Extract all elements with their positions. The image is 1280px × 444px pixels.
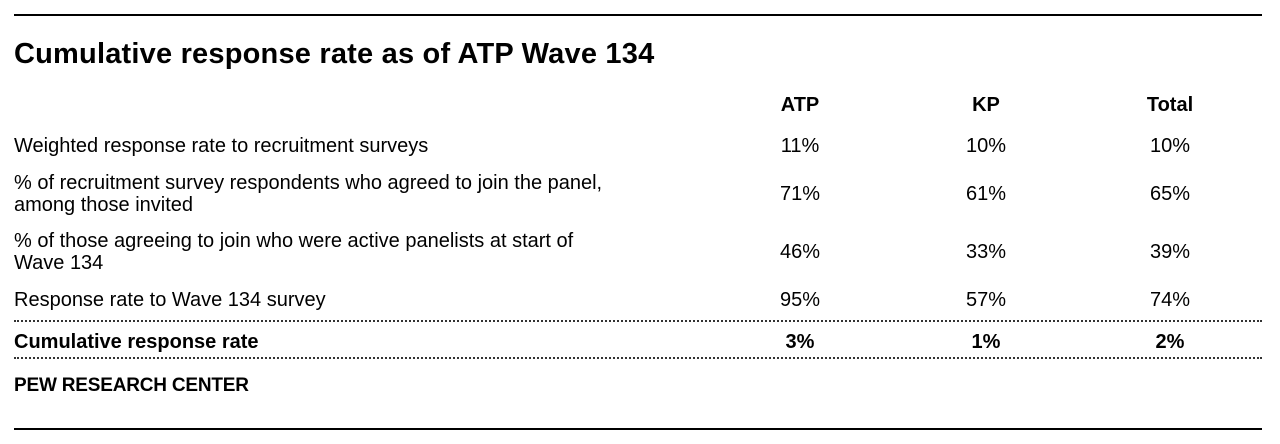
cell-atp: 71% [779, 183, 821, 205]
row-label-line: % of recruitment survey respondents who … [14, 172, 603, 194]
column-header-atp: ATP [780, 94, 820, 116]
cell-atp: 95% [779, 289, 821, 311]
total-cell-total: 2% [1155, 331, 1185, 353]
top-rule [14, 14, 1262, 16]
row-label: Weighted response rate to recruitment su… [14, 135, 714, 157]
total-cell-kp: 1% [971, 331, 1001, 353]
row-label-line: among those invited [14, 194, 194, 216]
bottom-rule [14, 428, 1262, 430]
row-label: % of those agreeing to join who were act… [14, 230, 714, 274]
cell-atp: 11% [780, 135, 820, 157]
row-label-line: Wave 134 [14, 252, 104, 274]
cell-kp: 33% [965, 241, 1007, 263]
column-header-total: Total [1146, 94, 1194, 116]
cell-kp: 61% [965, 183, 1007, 205]
source-label: PEW RESEARCH CENTER [14, 375, 249, 396]
cell-total: 10% [1149, 135, 1191, 157]
cell-kp: 57% [965, 289, 1007, 311]
row-label-line: % of those agreeing to join who were act… [14, 230, 574, 252]
cell-atp: 46% [779, 241, 821, 263]
cell-total: 65% [1149, 183, 1191, 205]
total-cell-atp: 3% [785, 331, 815, 353]
cell-total: 39% [1149, 241, 1191, 263]
dotted-divider [14, 357, 1262, 359]
dotted-divider [14, 320, 1262, 322]
cell-total: 74% [1149, 289, 1191, 311]
column-header-kp: KP [972, 94, 1000, 116]
total-row-label: Cumulative response rate [14, 331, 259, 353]
row-label-line: Weighted response rate to recruitment su… [14, 135, 429, 157]
cell-kp: 10% [965, 135, 1007, 157]
table-title: Cumulative response rate as of ATP Wave … [14, 38, 655, 70]
row-label: Response rate to Wave 134 survey [14, 289, 714, 311]
row-label-line: Response rate to Wave 134 survey [14, 289, 326, 311]
row-label: % of recruitment survey respondents who … [14, 172, 714, 216]
